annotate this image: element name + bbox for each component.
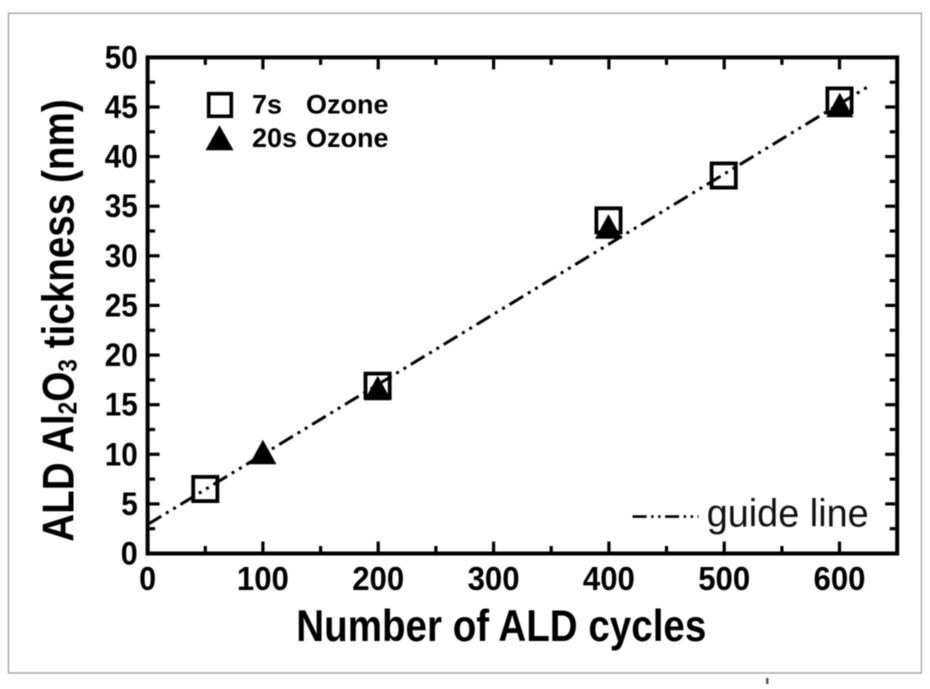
svg-text:600: 600 (814, 561, 866, 598)
svg-text:Ozone: Ozone (306, 123, 389, 153)
svg-text:500: 500 (698, 561, 750, 598)
svg-text:35: 35 (105, 188, 138, 224)
svg-text:20s: 20s (252, 123, 297, 153)
svg-text:40: 40 (105, 139, 138, 175)
svg-text:50: 50 (105, 39, 138, 75)
svg-text:Ozone: Ozone (306, 89, 389, 119)
svg-text:25: 25 (105, 287, 138, 323)
svg-text:100: 100 (237, 561, 289, 598)
svg-text:15: 15 (105, 387, 138, 423)
svg-text:45: 45 (105, 89, 138, 125)
svg-text:Number of ALD cycles: Number of ALD cycles (296, 600, 706, 650)
svg-text:400: 400 (583, 561, 635, 598)
svg-text:7s: 7s (252, 89, 282, 119)
svg-text:0: 0 (139, 561, 156, 598)
svg-text:200: 200 (352, 561, 404, 598)
svg-text:20: 20 (105, 337, 138, 373)
svg-text:10: 10 (105, 436, 138, 472)
svg-text:30: 30 (105, 238, 138, 274)
svg-text:300: 300 (468, 561, 520, 598)
svg-text:0: 0 (121, 536, 138, 572)
svg-text:5: 5 (121, 486, 138, 522)
svg-text:guide line: guide line (707, 493, 869, 536)
svg-text:ALD Al2O3 tickness (nm): ALD Al2O3 tickness (nm) (33, 99, 83, 542)
